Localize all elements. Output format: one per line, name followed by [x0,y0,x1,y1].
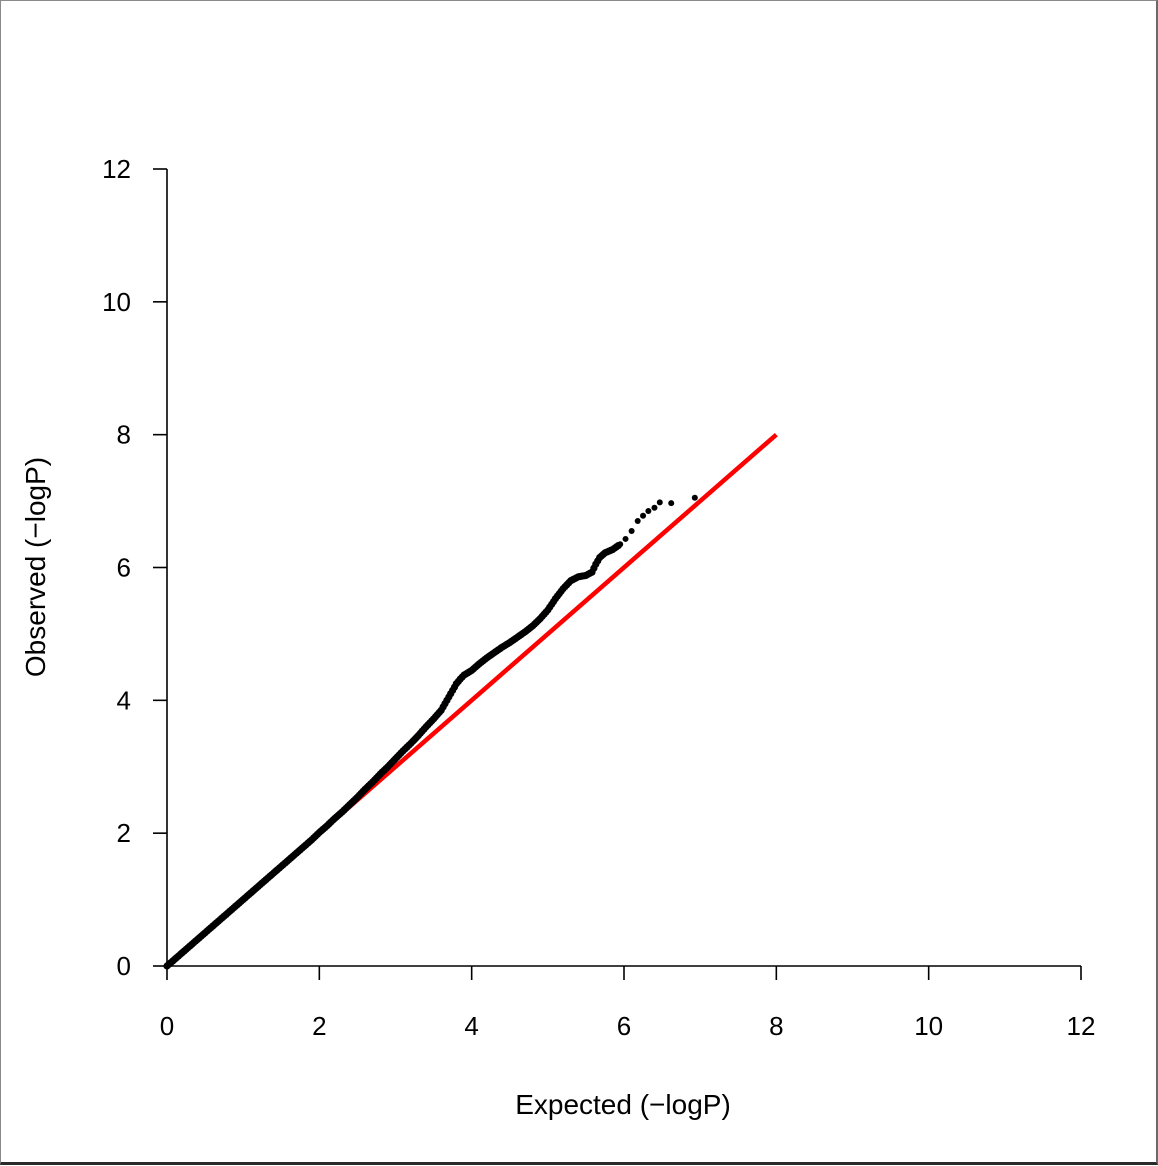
x-tick-label: 10 [914,1011,943,1041]
points-layer [163,494,698,970]
y-tick-label: 12 [102,154,131,184]
x-tick-label: 0 [160,1011,174,1041]
data-point [656,499,663,506]
x-tick-label: 2 [312,1011,326,1041]
y-tick-label: 8 [117,420,131,450]
data-point [628,527,635,534]
x-tick-label: 8 [769,1011,783,1041]
data-point [668,500,675,507]
y-tick-label: 2 [117,818,131,848]
x-axis-label: Expected (−logP) [515,1089,731,1120]
x-tick-label: 12 [1067,1011,1096,1041]
data-point [622,535,629,542]
axes: 0 2 4 6 8 10 12 0 2 4 6 8 10 12 [102,154,1095,1041]
x-tick-label: 4 [464,1011,478,1041]
data-point [617,541,624,548]
data-point [651,504,658,511]
x-tick-label: 6 [617,1011,631,1041]
data-point [634,518,641,525]
y-tick-label: 6 [117,553,131,583]
y-tick-label: 4 [117,685,131,715]
y-tick-label: 0 [117,951,131,981]
data-point [640,512,647,519]
y-axis-label: Observed (−logP) [20,457,51,677]
y-tick-label: 10 [102,287,131,317]
data-point [645,508,652,515]
data-point [691,494,698,501]
